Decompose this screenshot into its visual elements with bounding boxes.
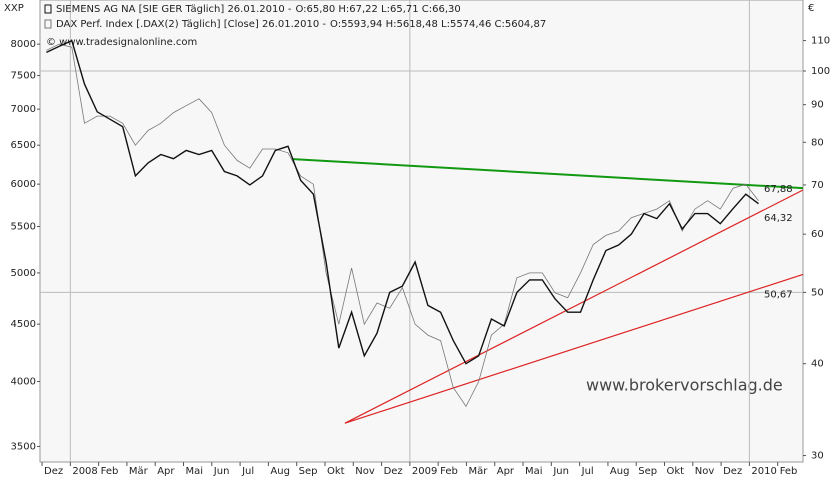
y2-tick-label: 50 (811, 287, 824, 298)
x-tick-label: Mai (186, 466, 204, 477)
watermark: www.brokervorschlag.de (586, 376, 783, 395)
x-tick-label: 2008 (72, 466, 97, 477)
x-tick-label: Sep (299, 466, 318, 477)
x-tick-label: Okt (327, 466, 345, 477)
x-tick-label: Feb (780, 466, 798, 477)
x-tick-label: Aug (270, 466, 290, 477)
y2-tick-label: 70 (811, 180, 824, 191)
x-tick-label: Dez (44, 466, 63, 477)
x-tick-label: Mai (525, 466, 543, 477)
y-tick-label: 8000 (11, 39, 36, 50)
x-tick-label: Sep (638, 466, 657, 477)
x-tick-label: Jun (213, 466, 230, 477)
left-axis-label: XXP (4, 3, 24, 14)
x-tick-label: Nov (695, 466, 715, 477)
trendline-label: 67,88 (764, 184, 793, 195)
price-line (46, 39, 759, 365)
y-tick-label: 7500 (11, 71, 36, 82)
y-tick-label: 4500 (11, 319, 36, 330)
x-tick-label: 2010 (751, 466, 776, 477)
y-tick-label: 6500 (11, 140, 36, 151)
legend-swatch (44, 19, 52, 29)
plot-area (39, 0, 804, 463)
x-tick-label: Apr (497, 466, 515, 477)
y-tick-label: 4000 (11, 376, 36, 387)
right-axis-label: € (808, 3, 814, 14)
x-tick-label: 2009 (412, 466, 437, 477)
y2-tick-label: 80 (811, 137, 824, 148)
trendline-label: 50,67 (764, 289, 793, 300)
x-tick-label: Feb (101, 466, 119, 477)
x-tick-label: Jul (581, 466, 594, 477)
x-tick-label: Okt (667, 466, 685, 477)
y2-tick-label: 30 (811, 451, 824, 462)
y2-tick-label: 90 (811, 100, 824, 111)
x-tick-label: Jun (552, 466, 569, 477)
y2-tick-label: 60 (811, 229, 824, 240)
y2-tick-label: 40 (811, 359, 824, 370)
y-tick-label: 6000 (11, 179, 36, 190)
trendline (344, 273, 804, 424)
x-tick-label: Dez (384, 466, 403, 477)
y-tick-label: 5000 (11, 268, 36, 279)
legend-swatch (44, 4, 52, 14)
x-tick-label: Jul (241, 466, 254, 477)
x-tick-label: Mär (129, 466, 149, 477)
trendline-label: 64,32 (764, 213, 793, 224)
trendline (344, 189, 804, 424)
legend-quote: O:5593,94 H:5618,48 L:5574,46 C:5604,87 (330, 19, 546, 30)
y2-tick-label: 110 (811, 36, 830, 47)
y-tick-label: 3500 (11, 441, 36, 452)
x-tick-label: Feb (440, 466, 458, 477)
x-tick-label: Apr (157, 466, 175, 477)
copyright: © www.tradesignalonline.com (46, 37, 197, 48)
legend-quote: O:65,80 H:67,22 L:65,71 C:66,30 (295, 4, 460, 15)
legend-entry: SIEMENS AG NA [SIE GER Täglich] 26.01.20… (56, 4, 292, 15)
price-line (46, 43, 759, 408)
y2-tick-label: 100 (811, 66, 830, 77)
trendline (293, 158, 804, 190)
y-tick-label: 5500 (11, 222, 36, 233)
x-tick-label: Aug (610, 466, 630, 477)
x-tick-label: Dez (723, 466, 742, 477)
x-tick-label: Nov (355, 466, 375, 477)
legend-entry: DAX Perf. Index [.DAX(2) Täglich] [Close… (56, 19, 326, 30)
y-tick-label: 7000 (11, 104, 36, 115)
x-tick-label: Mär (468, 466, 488, 477)
